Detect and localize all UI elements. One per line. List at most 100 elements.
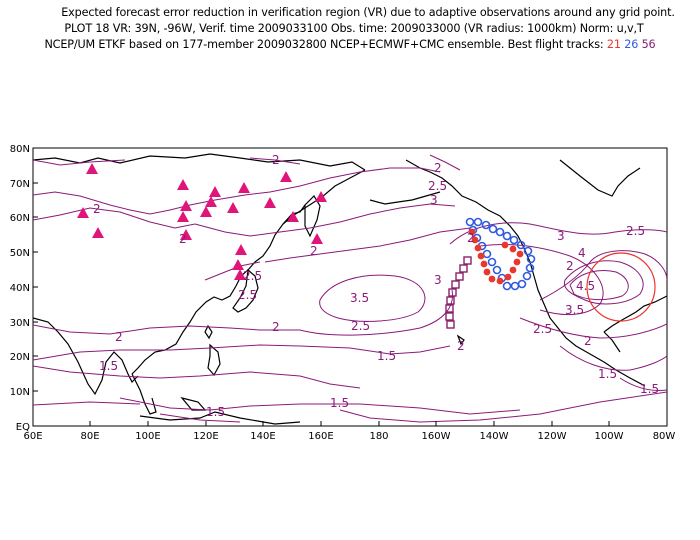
lat-label: 30N	[10, 318, 30, 329]
contour-label: 2	[115, 330, 123, 344]
observation-site-markers	[77, 163, 327, 280]
track-26-point	[473, 217, 483, 227]
lat-label: 50N	[10, 248, 30, 259]
track-21-point	[504, 273, 512, 281]
track-21-point	[488, 275, 496, 283]
track-21-point	[477, 252, 485, 260]
obs-site-triangle	[177, 211, 189, 222]
obs-site-triangle	[205, 196, 217, 207]
track-26-point	[526, 254, 536, 264]
track-56-label: 56	[641, 38, 656, 51]
contour-label: 1.5	[598, 367, 617, 381]
map-frame	[32, 147, 668, 427]
track-21-point	[509, 266, 517, 274]
lat-label: 60N	[10, 213, 30, 224]
contour-label: 2	[272, 320, 280, 334]
contour-labels: 2 2 2 2 2 2.5 2.5 3 2 2.5 3 3.5 2.5 2 1.…	[93, 153, 659, 419]
verification-region-circle	[586, 252, 656, 322]
track-26-point	[488, 224, 498, 234]
track-56-point	[455, 272, 464, 281]
title-line-1: Expected forecast error reduction in ver…	[61, 6, 675, 19]
contour-label: 2	[179, 232, 187, 246]
obs-site-triangle	[232, 259, 244, 270]
lat-label: 70N	[10, 179, 30, 190]
obs-site-triangle	[287, 211, 299, 222]
lon-label: 60E	[23, 431, 42, 442]
contour-label: 1.5	[99, 359, 118, 373]
contour-label: 1.5	[377, 349, 396, 363]
contour-label: 3	[430, 193, 438, 207]
track-21-point	[501, 241, 509, 249]
contour-label: 2	[467, 231, 475, 245]
obs-site-triangle	[227, 202, 239, 213]
track-26-point	[509, 235, 519, 245]
contour-label: 2	[272, 153, 280, 167]
contour-label: 2.5	[533, 322, 552, 336]
lon-label: 140E	[250, 431, 275, 442]
obs-site-triangle	[177, 179, 189, 190]
contour-label: 2	[457, 339, 465, 353]
obs-site-triangle	[209, 186, 221, 197]
track-21-point	[480, 260, 488, 268]
lat-label: 10N	[10, 387, 30, 398]
track-26-point	[492, 265, 502, 275]
track-26-point	[502, 231, 512, 241]
track-21-point	[471, 236, 479, 244]
obs-site-triangle	[92, 227, 104, 238]
lon-label: 100E	[135, 431, 160, 442]
obs-site-triangle	[315, 191, 327, 202]
track-26-point	[516, 240, 526, 250]
track-21-point	[516, 250, 524, 258]
obs-site-triangle	[86, 163, 98, 174]
latitude-labels: 80N 70N 60N 50N 40N 30N 20N 10N EQ	[10, 144, 30, 433]
track-56-point	[445, 312, 454, 321]
obs-site-triangle	[180, 200, 192, 211]
obs-site-triangle	[264, 197, 276, 208]
track-21-point	[496, 277, 504, 285]
lon-label: 140W	[480, 431, 509, 442]
contour-label: 3.5	[350, 291, 369, 305]
track-56-point	[448, 288, 457, 297]
obs-site-triangle	[280, 171, 292, 182]
obs-site-triangle	[235, 244, 247, 255]
obs-site-triangle	[180, 229, 192, 240]
contour-label: 2.5	[238, 288, 257, 302]
lon-label: 80W	[653, 431, 676, 442]
lat-label: 40N	[10, 283, 30, 294]
lat-label: 20N	[10, 352, 30, 363]
track-26-label: 26	[624, 38, 639, 51]
contour-label: 2.5	[428, 179, 447, 193]
title-line-3-text: NCEP/UM ETKF based on 177-member 2009032…	[44, 38, 604, 51]
contour-label: 2.5	[626, 224, 645, 238]
axis-ticks	[33, 147, 610, 427]
track-56-point	[445, 304, 454, 313]
lon-label: 120W	[538, 431, 567, 442]
track-26-point	[522, 271, 532, 281]
track-21-label: 21	[606, 38, 621, 51]
track-56-point	[451, 280, 460, 289]
obs-site-triangle	[200, 206, 212, 217]
contour-label: 2	[566, 259, 574, 273]
title-line-2: PLOT 18 VR: 39N, -96W, Verif. time 20090…	[64, 22, 644, 35]
track-26-point	[523, 246, 533, 256]
obs-site-triangle	[234, 269, 246, 280]
title-line-3: NCEP/UM ETKF based on 177-member 2009032…	[0, 38, 700, 51]
track-26-point	[487, 257, 497, 267]
track-21-point	[474, 244, 482, 252]
contour-label: 2.5	[351, 319, 370, 333]
lon-label: 100W	[595, 431, 624, 442]
contour-label: 4.5	[576, 279, 595, 293]
lon-label: 120E	[193, 431, 218, 442]
lon-label: 180	[369, 431, 388, 442]
track-26-point	[495, 227, 505, 237]
contour-label: 3.5	[565, 303, 584, 317]
contour-label: 4	[578, 246, 586, 260]
track-21-point	[483, 268, 491, 276]
track-26-point	[465, 217, 475, 227]
track-26-point	[517, 279, 527, 289]
track-21-point	[513, 258, 521, 266]
contour-label: 1.5	[206, 405, 225, 419]
track-56-point	[463, 256, 472, 265]
lat-label: 80N	[10, 144, 30, 155]
